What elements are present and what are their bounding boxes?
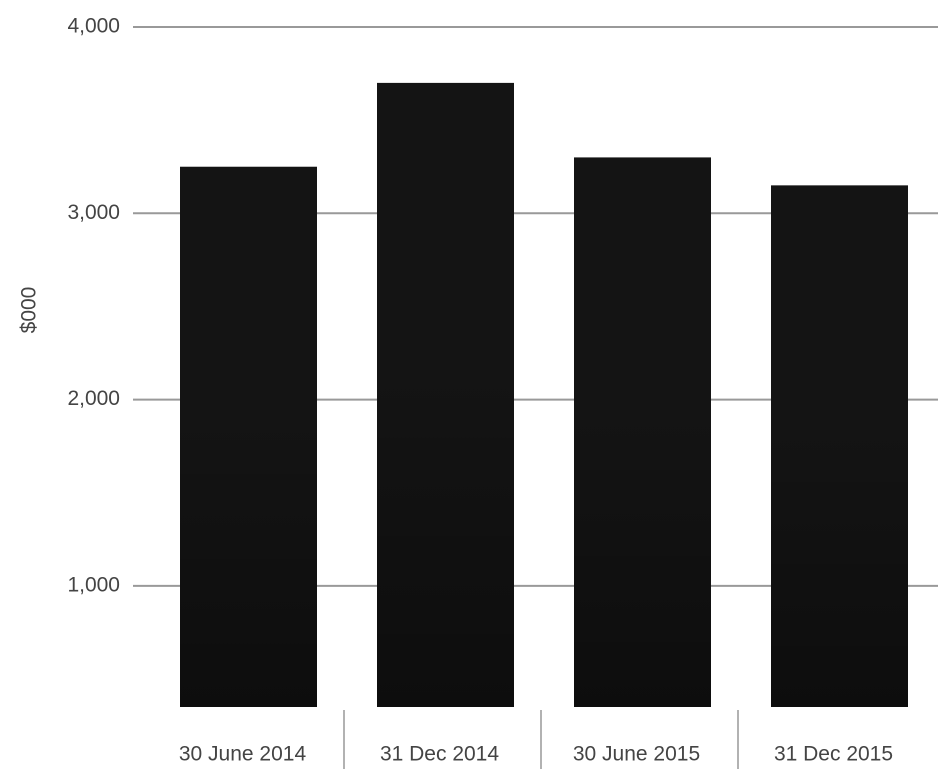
bar-shade — [377, 82, 514, 708]
y-tick-label: 2,000 — [67, 387, 120, 410]
y-tick-label: 1,000 — [67, 573, 120, 596]
x-tick-label: 30 June 2015 — [573, 743, 700, 766]
x-tick-label: 31 Dec 2014 — [380, 743, 499, 766]
bar-shade — [180, 166, 317, 708]
x-tick-label: 30 June 2014 — [179, 743, 307, 766]
x-tick-label: 31 Dec 2015 — [774, 743, 893, 766]
bar-shade — [771, 185, 908, 707]
y-tick-label: 3,000 — [67, 201, 120, 224]
bar-shade — [574, 157, 711, 708]
y-tick-label: 4,000 — [67, 15, 120, 38]
y-axis-label: $000 — [18, 287, 41, 334]
